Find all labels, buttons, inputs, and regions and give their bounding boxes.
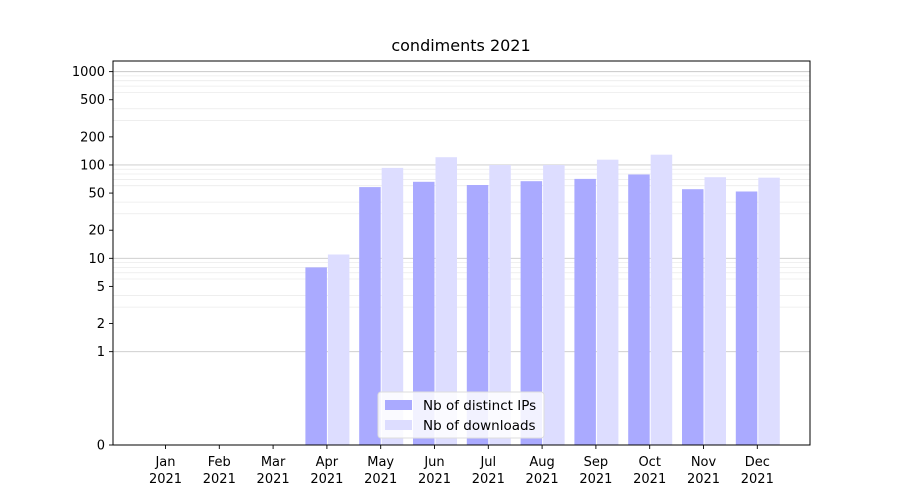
- bar-distinct-ips: [359, 187, 381, 445]
- bar-downloads: [435, 157, 457, 445]
- x-tick-label-year: 2021: [687, 472, 720, 487]
- bar-downloads: [650, 154, 673, 445]
- bar-distinct-ips: [735, 191, 758, 445]
- y-tick-label: 50: [88, 187, 105, 202]
- x-tick-label-month: Nov: [691, 455, 717, 470]
- x-tick-label-year: 2021: [203, 472, 236, 487]
- bar-distinct-ips: [574, 178, 596, 445]
- x-tick-label-month: May: [367, 455, 394, 470]
- x-tick-label-year: 2021: [364, 472, 397, 487]
- x-tick-label-year: 2021: [633, 472, 666, 487]
- bar-downloads: [489, 165, 511, 445]
- plot-area: [112, 60, 811, 446]
- x-axis: Jan 2021 Feb 2021 Mar 2021 Apr 2021 May 2021 Jun 20…: [149, 445, 774, 487]
- bar-distinct-ips: [520, 181, 543, 445]
- x-tick-label-month: Mar: [261, 455, 286, 470]
- x-tick-label-month: Sep: [584, 455, 609, 470]
- legend-swatch: [385, 400, 412, 410]
- y-tick-label: 1000: [72, 65, 105, 80]
- x-tick-label-year: 2021: [526, 472, 559, 487]
- bar-distinct-ips: [466, 185, 489, 445]
- x-tick-label-month: Aug: [529, 455, 554, 470]
- y-tick-label: 5: [97, 280, 105, 295]
- x-tick-label-month: Apr: [316, 455, 339, 470]
- bar-downloads: [543, 165, 565, 445]
- x-tick-label-year: 2021: [418, 472, 451, 487]
- x-tick-label-year: 2021: [472, 472, 505, 487]
- x-tick-label-year: 2021: [257, 472, 290, 487]
- x-tick-label-month: Oct: [638, 455, 660, 470]
- x-tick-label-month: Jul: [479, 455, 496, 470]
- x-tick-label-month: Jun: [423, 455, 444, 470]
- y-tick-label: 0: [97, 439, 105, 454]
- bar-downloads: [596, 159, 619, 445]
- x-tick-label-month: Feb: [208, 455, 231, 470]
- bars: [305, 154, 780, 446]
- y-tick-label: 1: [97, 345, 105, 360]
- y-tick-label: 2: [97, 317, 105, 332]
- x-tick-label-month: Dec: [745, 455, 770, 470]
- x-tick-label-year: 2021: [741, 472, 774, 487]
- legend-swatch: [385, 420, 412, 430]
- bar-downloads: [704, 177, 726, 445]
- x-tick-label-year: 2021: [149, 472, 182, 487]
- bar-downloads: [381, 167, 404, 445]
- legend-box: [377, 391, 545, 439]
- legend-label: Nb of downloads: [423, 418, 536, 434]
- bar-distinct-ips: [305, 267, 327, 445]
- x-tick-label-year: 2021: [310, 472, 343, 487]
- bar-downloads: [758, 177, 780, 445]
- grid-lines: [113, 71, 810, 353]
- bar-distinct-ips: [413, 181, 435, 446]
- bar-downloads: [327, 254, 350, 445]
- y-tick-label: 100: [80, 158, 105, 173]
- bar-distinct-ips: [682, 189, 704, 445]
- legend: Nb of distinct IPs Nb of downloads: [377, 391, 545, 439]
- y-axis: 0 1 2 5 10 20 50 100 200 500 1000: [72, 65, 113, 454]
- y-tick-label: 10: [88, 252, 105, 267]
- y-tick-label: 20: [88, 224, 105, 239]
- chart-title: condiments 2021: [391, 36, 530, 55]
- y-tick-label: 200: [80, 130, 105, 145]
- legend-label: Nb of distinct IPs: [423, 398, 536, 414]
- bar-distinct-ips: [628, 174, 650, 445]
- y-tick-label: 500: [80, 93, 105, 108]
- x-tick-label-month: Jan: [154, 455, 175, 470]
- x-tick-label-year: 2021: [579, 472, 612, 487]
